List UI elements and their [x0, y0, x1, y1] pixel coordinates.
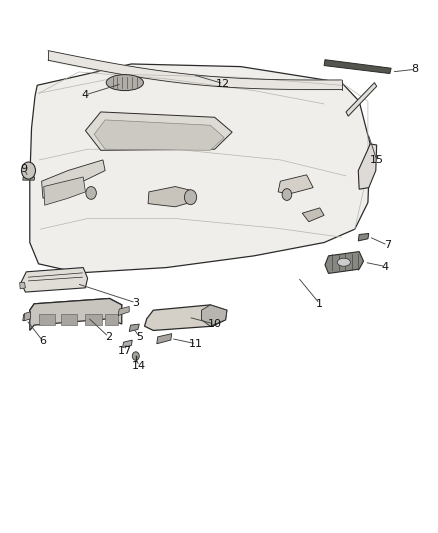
Polygon shape	[346, 83, 377, 116]
Text: 2: 2	[105, 332, 112, 342]
Circle shape	[184, 190, 197, 205]
Polygon shape	[105, 314, 118, 325]
Text: 4: 4	[82, 90, 89, 100]
Polygon shape	[24, 312, 31, 321]
Circle shape	[132, 352, 139, 360]
Polygon shape	[324, 60, 391, 74]
Ellipse shape	[106, 75, 143, 91]
Text: 6: 6	[39, 336, 46, 346]
Polygon shape	[157, 334, 172, 344]
Polygon shape	[85, 314, 102, 325]
Text: 10: 10	[208, 319, 222, 329]
Polygon shape	[278, 175, 313, 194]
Polygon shape	[325, 252, 364, 273]
Circle shape	[21, 162, 35, 179]
Polygon shape	[145, 305, 227, 330]
Text: 5: 5	[136, 332, 143, 342]
Polygon shape	[30, 298, 122, 320]
Text: 11: 11	[189, 339, 203, 349]
Polygon shape	[20, 282, 25, 289]
Text: 15: 15	[370, 155, 384, 165]
Polygon shape	[118, 306, 129, 316]
Polygon shape	[358, 144, 377, 189]
Polygon shape	[30, 64, 370, 273]
Circle shape	[86, 187, 96, 199]
Polygon shape	[23, 313, 30, 321]
Polygon shape	[42, 160, 105, 198]
Text: 9: 9	[21, 165, 28, 174]
Polygon shape	[44, 177, 85, 205]
Polygon shape	[30, 298, 122, 330]
Text: 3: 3	[132, 298, 139, 308]
Text: 4: 4	[382, 262, 389, 271]
Polygon shape	[23, 177, 35, 180]
Polygon shape	[302, 208, 324, 222]
Polygon shape	[148, 187, 194, 207]
Polygon shape	[123, 340, 132, 348]
Text: 8: 8	[412, 64, 419, 74]
Polygon shape	[21, 268, 88, 292]
Text: 12: 12	[216, 79, 230, 88]
Text: 7: 7	[384, 240, 391, 250]
Polygon shape	[61, 314, 77, 325]
Polygon shape	[94, 120, 224, 150]
Text: 1: 1	[316, 299, 323, 309]
Text: 17: 17	[118, 346, 132, 356]
Polygon shape	[358, 233, 369, 241]
Polygon shape	[39, 314, 55, 325]
Text: 14: 14	[132, 361, 146, 371]
Polygon shape	[85, 112, 232, 150]
Polygon shape	[129, 324, 139, 332]
Circle shape	[282, 189, 292, 200]
Polygon shape	[201, 305, 227, 326]
Ellipse shape	[337, 258, 350, 266]
